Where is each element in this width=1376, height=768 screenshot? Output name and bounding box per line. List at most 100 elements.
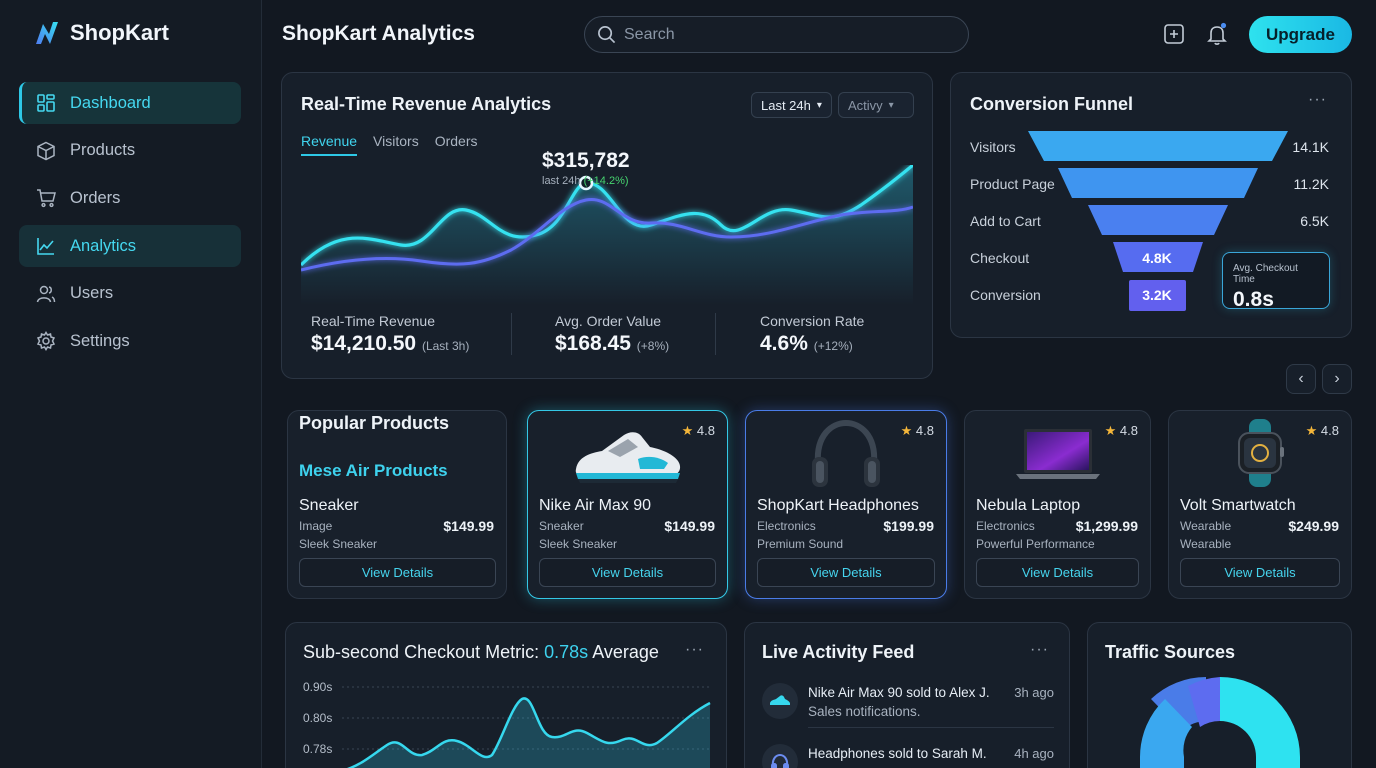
y-tick: 0.90s <box>303 680 333 694</box>
conversion-funnel-card: Conversion Funnel ··· Visitors Product P… <box>950 72 1352 338</box>
checkout-metric-card: Sub-second Checkout Metric: 0.78s Averag… <box>285 622 727 768</box>
more-options-icon[interactable]: ··· <box>1030 641 1049 658</box>
product-category: Wearable <box>1180 519 1232 533</box>
kpi-value-text: $168.45 <box>555 332 631 355</box>
product-name: ShopKart Headphones <box>757 497 919 514</box>
view-details-button[interactable]: View Details <box>299 558 496 587</box>
time-range-select[interactable]: Last 24h ▾ <box>751 92 832 118</box>
title-prefix: Sub-second Checkout Metric: <box>303 642 540 662</box>
card-title: Real-Time Revenue Analytics <box>301 94 552 114</box>
traffic-slice-4[interactable] <box>1188 677 1220 727</box>
add-square-icon[interactable] <box>1162 22 1186 46</box>
metric-select[interactable]: Activy ▾ <box>838 92 914 118</box>
funnel-label: Product Page <box>970 176 1055 192</box>
revenue-line <box>301 165 913 267</box>
search-bar[interactable] <box>584 16 969 53</box>
funnel-bar-product-page[interactable] <box>1058 168 1258 198</box>
tab-orders[interactable]: Orders <box>434 133 478 149</box>
traffic-slice-3[interactable] <box>1140 699 1192 768</box>
funnel-bar-visitors[interactable] <box>1028 131 1288 161</box>
feed-title: Headphones sold to Sarah M. <box>808 746 987 761</box>
sidebar-item-dashboard[interactable]: Dashboard <box>19 82 241 124</box>
view-details-button[interactable]: View Details <box>976 558 1139 587</box>
box-icon <box>37 141 55 161</box>
view-details-button[interactable]: View Details <box>1180 558 1340 587</box>
cart-icon <box>37 189 56 208</box>
card-title: Sub-second Checkout Metric: 0.78s Averag… <box>303 642 659 663</box>
funnel-bar-conversion[interactable] <box>1129 280 1186 311</box>
funnel-label: Add to Cart <box>970 213 1041 229</box>
product-image <box>746 417 946 493</box>
y-tick: 0.80s <box>303 711 333 725</box>
feed-subtitle: Sales notifications. <box>808 704 921 719</box>
more-options-icon[interactable]: ··· <box>685 641 704 658</box>
title-suffix: Average <box>592 642 659 662</box>
peak-marker[interactable] <box>578 175 594 191</box>
sidebar-item-label: Settings <box>70 331 130 350</box>
product-desc: Sleek Sneaker <box>299 537 378 551</box>
funnel-value-conversion: 3.2K <box>1142 287 1172 303</box>
upgrade-button[interactable]: Upgrade <box>1249 16 1352 53</box>
sidebar-item-analytics[interactable]: Analytics <box>19 225 241 268</box>
divider <box>808 727 1054 728</box>
funnel-bar-add-to-cart[interactable] <box>1088 205 1228 235</box>
checkout-time-label: Avg. Checkout Time <box>1233 263 1298 285</box>
checkout-area <box>350 698 710 768</box>
card-title: Conversion Funnel <box>970 94 1134 114</box>
funnel-value-checkout: 4.8K <box>1142 250 1172 266</box>
sidebar-item-settings[interactable]: Settings <box>19 320 241 362</box>
sidebar-item-label: Users <box>70 284 114 303</box>
star-icon: ★ <box>1305 423 1318 438</box>
kpi-realtime-revenue: Real-Time Revenue $14,210.50 (Last 3h) <box>311 313 469 356</box>
product-card-smartwatch[interactable]: ★ 4.8 Volt Smartwatch Wearable Wearable … <box>1168 410 1352 599</box>
peak-sub-label: last 24h <box>542 175 581 187</box>
carousel-prev-button[interactable]: ‹ <box>1286 364 1316 394</box>
sidebar-item-label: Orders <box>70 188 121 207</box>
funnel-bar-checkout[interactable] <box>1113 242 1203 272</box>
promo-title: Mese Air Products <box>299 461 448 480</box>
product-card-headphones[interactable]: ★ 4.8 ShopKart Headphones Electronics Pr… <box>745 410 947 599</box>
gear-icon <box>36 331 56 352</box>
search-input[interactable] <box>624 25 944 44</box>
product-price: $1,299.99 <box>1075 518 1138 534</box>
traffic-slice-1[interactable] <box>1220 677 1300 768</box>
funnel-value: 11.2K <box>1293 176 1329 192</box>
product-desc: Sleek Sneaker <box>539 537 618 551</box>
sidebar-item-products[interactable]: Products <box>19 130 241 172</box>
revenue-tabs: Revenue Visitors Orders <box>301 133 478 156</box>
view-details-button[interactable]: View Details <box>757 558 935 587</box>
sneaker-icon <box>575 432 680 483</box>
more-options-icon[interactable]: ··· <box>1308 91 1327 108</box>
sidebar-item-users[interactable]: Users <box>19 273 241 315</box>
chevron-down-icon: ▾ <box>816 99 822 111</box>
feed-title: Nike Air Max 90 sold to Alex J. <box>808 685 990 700</box>
funnel-label: Conversion <box>970 287 1041 303</box>
rating-value: 4.8 <box>696 423 715 438</box>
headphones-icon <box>812 419 880 487</box>
bell-icon[interactable] <box>1205 22 1229 46</box>
tab-revenue[interactable]: Revenue <box>301 133 358 156</box>
tab-visitors[interactable]: Visitors <box>373 133 419 149</box>
peak-value: $315,782 <box>542 149 630 172</box>
kpi-conversion-rate: Conversion Rate 4.6% (+12%) <box>760 313 864 356</box>
chevron-left-icon: ‹ <box>1298 370 1304 387</box>
card-title: Traffic Sources <box>1105 642 1236 662</box>
smartwatch-icon <box>1238 419 1284 487</box>
kpi-avg-order-value: Avg. Order Value $168.45 (+8%) <box>555 313 669 356</box>
product-image <box>965 417 1150 493</box>
brand[interactable]: ShopKart <box>34 20 169 46</box>
view-details-button[interactable]: View Details <box>539 558 716 587</box>
grid-icon <box>37 94 55 112</box>
sidebar-item-orders[interactable]: Orders <box>19 177 241 219</box>
laptop-icon <box>1015 429 1100 479</box>
chevron-right-icon: › <box>1334 370 1340 387</box>
sidebar-item-label: Products <box>70 141 136 160</box>
rating-value: 4.8 <box>1320 423 1339 438</box>
product-card-laptop[interactable]: ★ 4.8 Nebula Laptop Electronics Powerful… <box>964 410 1151 599</box>
product-card-nike[interactable]: ★ 4.8 Nike Air Max 90 Sneaker Sleek Snea… <box>527 410 728 599</box>
product-category: Electronics <box>757 519 816 533</box>
chevron-down-icon: ▾ <box>888 99 894 111</box>
y-tick: 0.78s <box>303 742 333 756</box>
live-activity-feed-card: Live Activity Feed ··· Nike Air Max 90 s… <box>744 622 1070 768</box>
carousel-next-button[interactable]: › <box>1322 364 1352 394</box>
